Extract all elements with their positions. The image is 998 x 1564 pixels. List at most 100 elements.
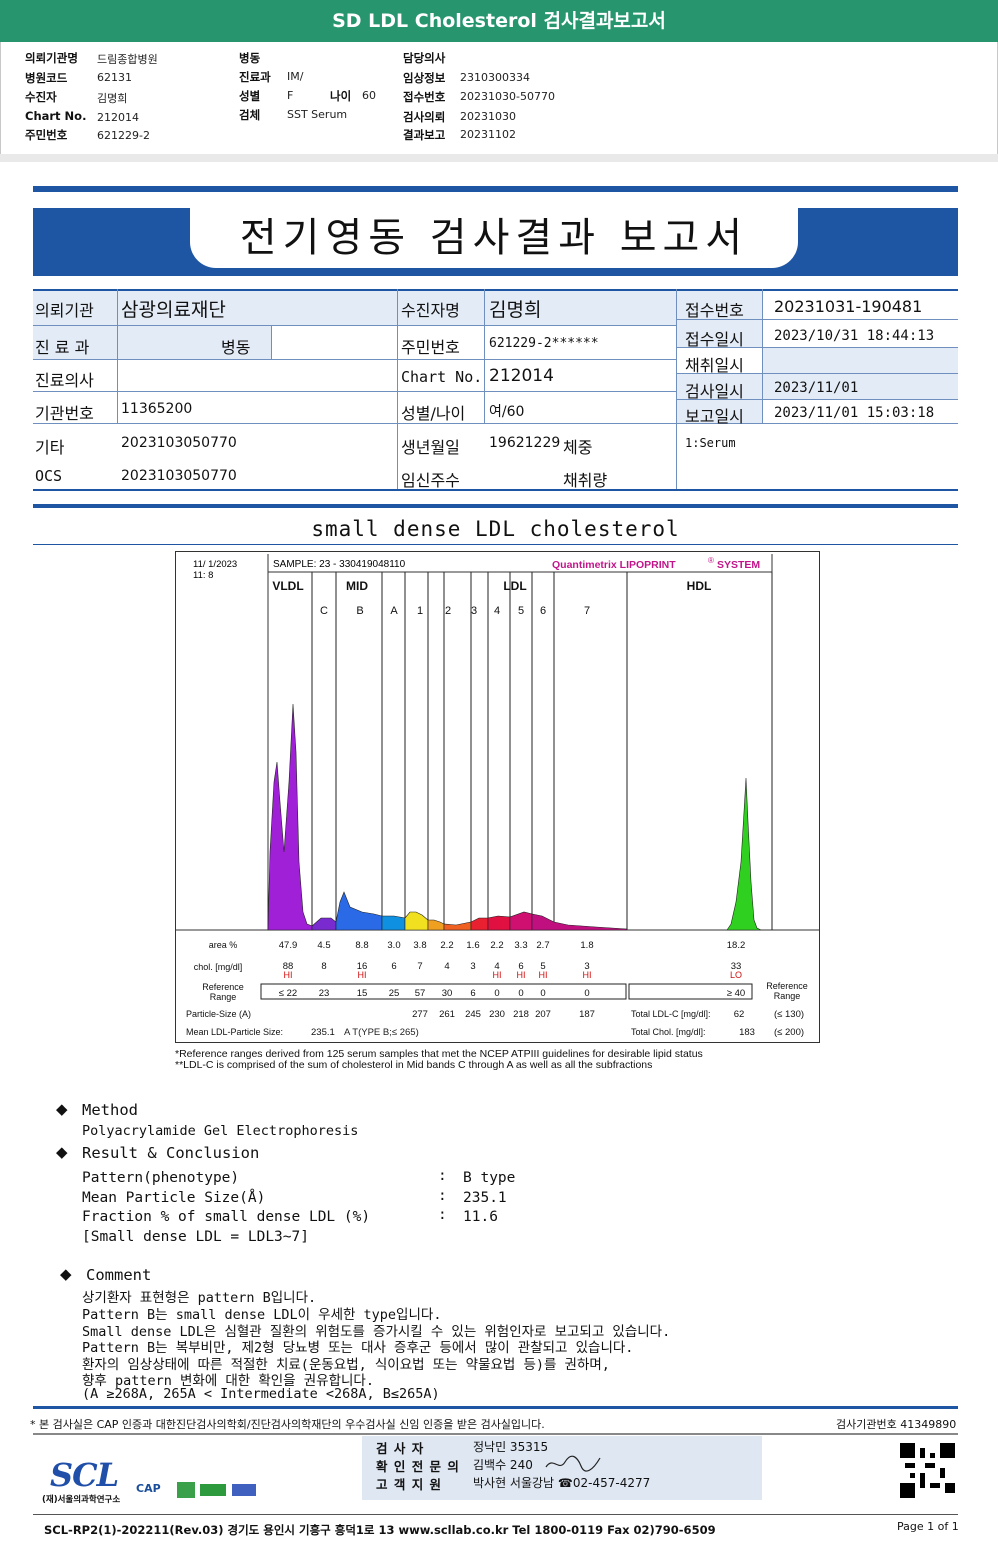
method-title: Method	[82, 1101, 138, 1119]
ref-value: 0	[494, 988, 499, 999]
ocs-label: OCS	[35, 467, 63, 485]
header-value: 2310300334	[460, 71, 530, 84]
lipoprint-svg: 11/ 1/2023 11: 8 SAMPLE: 23 - 3304190481…	[176, 554, 819, 1038]
doctor-label: 진료의사	[35, 371, 94, 390]
chart-date: 11/ 1/2023	[193, 559, 237, 570]
comment-line: 상기환자 표현형은 pattern B입니다.	[82, 1290, 317, 1306]
accreditation-badge-icon	[200, 1484, 226, 1496]
colldt-label: 채취일시	[685, 356, 744, 375]
chart-sample: SAMPLE: 23 - 330419048110	[273, 559, 406, 570]
particle-value: 187	[579, 1009, 595, 1020]
recvdt-label: 접수일시	[685, 330, 744, 349]
scl-logo-sub: (재)서울의과학연구소	[42, 1495, 121, 1505]
birth-value: 19621229	[489, 435, 561, 451]
result-colon: :	[438, 1188, 447, 1204]
band-label: 6	[540, 605, 546, 617]
flag-value: HI	[284, 970, 293, 980]
footer-bottom-line	[33, 1514, 958, 1515]
result-value: 235.1	[463, 1190, 507, 1206]
comment-line: (A ≥268A, 265A < Intermediate <268A, B≤2…	[82, 1386, 440, 1402]
header-value: 60	[362, 89, 376, 102]
result-note: [Small dense LDL = LDL3~7]	[82, 1229, 309, 1245]
header-label: 접수번호	[403, 90, 446, 104]
page-number: Page 1 of 1	[897, 1520, 959, 1533]
comment-line: 향후 pattern 변화에 대한 확인을 권유합니다.	[82, 1373, 374, 1389]
flag-value: HI	[358, 970, 367, 980]
ref-right-label: Reference	[766, 981, 808, 991]
chart-brand: Quantimetrix LIPOPRINT	[552, 559, 676, 571]
profile-peak	[335, 891, 383, 931]
flag-value: HI	[517, 970, 526, 980]
tester-value: 정낙민 35315	[473, 1440, 549, 1454]
dept-value: 병동	[221, 338, 251, 357]
accreditation-badge-icon	[232, 1484, 256, 1496]
accreditation-badge-icon	[177, 1482, 195, 1498]
area-value: 3.0	[387, 940, 400, 951]
particle-row-label: Particle-Size (A)	[186, 1009, 251, 1019]
comment-line: 환자의 임상상태에 따른 적절한 치료(운동요법, 식이요법 또는 약물요법 등…	[82, 1357, 610, 1373]
preg-label: 임신주수	[401, 471, 460, 490]
result-colon: :	[438, 1207, 447, 1223]
particle-value: 230	[489, 1009, 505, 1020]
sexage-label: 성별/나이	[401, 404, 466, 423]
rrn-label: 주민번호	[401, 338, 460, 357]
particle-value: 277	[412, 1009, 428, 1020]
band-label: 3	[471, 605, 477, 617]
header-label: 의뢰기관명	[25, 51, 78, 65]
ref-row-label: Range	[210, 992, 237, 1002]
area-value: 1.6	[466, 940, 479, 951]
header-value: IM/	[287, 70, 304, 83]
method-value: Polyacrylamide Gel Electrophoresis	[82, 1123, 359, 1139]
header-value: 20231030-50770	[460, 90, 555, 103]
chol-value: 88	[283, 961, 294, 972]
chart-value: 212014	[489, 366, 554, 386]
confirm-value: 김백수 240	[473, 1458, 533, 1472]
vol-label: 채취량	[563, 471, 608, 490]
result-value: 11.6	[463, 1209, 498, 1225]
comment-line: Pattern B는 복부비만, 제2형 당뇨병 또는 대사 증후군 등에서 많…	[82, 1340, 634, 1356]
header-value: F	[287, 89, 294, 102]
comment-line: Small dense LDL은 심혈관 질환의 위험도를 증가시킬 수 있는 …	[82, 1324, 671, 1340]
chart-label: Chart No.	[401, 368, 483, 386]
confirm-label: 확 인 전 문 의	[376, 1459, 460, 1474]
bullet-icon: ◆	[60, 1265, 72, 1283]
result-label: Fraction % of small dense LDL (%)	[82, 1209, 371, 1225]
total-chol-ref: (≤ 200)	[774, 1027, 804, 1038]
profile-peak	[487, 915, 511, 931]
group-label-mid: MID	[346, 579, 368, 593]
rptdt-label: 보고일시	[685, 407, 744, 426]
header-value: 212014	[97, 111, 139, 124]
header-label: 병원코드	[25, 71, 68, 85]
profile-peak	[311, 917, 337, 931]
ref-value: 25	[389, 988, 400, 999]
band-label: C	[320, 605, 328, 617]
particle-value: 218	[513, 1009, 529, 1020]
header-label: 나이	[330, 89, 352, 103]
ref-value: 30	[442, 988, 453, 999]
chol-value: 8	[321, 961, 326, 972]
flag-value: HI	[493, 970, 502, 980]
area-value: 2.2	[440, 940, 453, 951]
area-row-label: area %	[209, 940, 238, 950]
ref-value: 23	[319, 988, 330, 999]
footer-rule	[33, 1406, 958, 1409]
weight-label: 체중	[563, 438, 593, 457]
cap-logo: CAP	[136, 1482, 161, 1495]
chol-value: 5	[540, 961, 545, 972]
ref-value: ≥ 40	[727, 988, 745, 999]
profile-peak	[531, 913, 628, 931]
header-label: 결과보고	[403, 128, 446, 142]
specimen: 1:Serum	[685, 436, 736, 450]
header-label: 검사의뢰	[403, 110, 446, 124]
result-label: Pattern(phenotype)	[82, 1170, 240, 1186]
flag-value: LO	[730, 970, 742, 980]
chart-brand-tail: SYSTEM	[717, 559, 760, 571]
band-label: 4	[494, 605, 500, 617]
name-label: 수진자명	[401, 301, 460, 320]
ref-value: 0	[584, 988, 589, 999]
result-label: Mean Particle Size(Å)	[82, 1190, 266, 1206]
header-label: 임상정보	[403, 71, 446, 85]
footnote-2: **LDL-C is comprised of the sum of chole…	[175, 1059, 653, 1071]
result-colon: :	[438, 1168, 447, 1184]
group-label-vldl: VLDL	[272, 579, 303, 593]
